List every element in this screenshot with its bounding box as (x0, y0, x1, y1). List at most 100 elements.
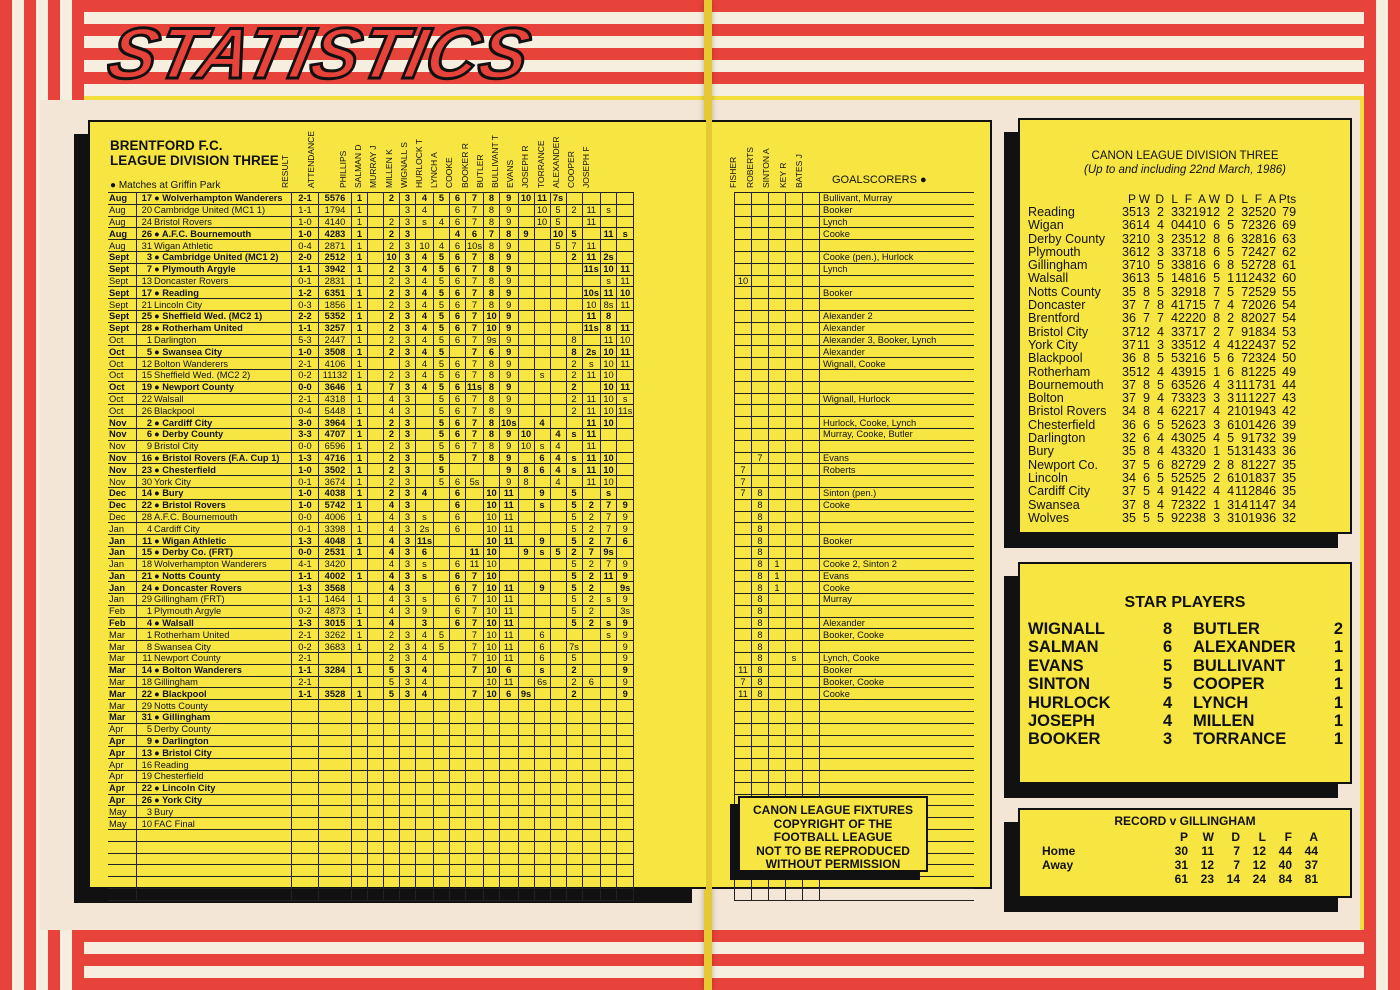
table-row: Sept 25 ● Sheffield Wed. (MC2 1) 2-2 5352 1 2 3… (108, 309, 635, 323)
league-value: 14 (1234, 497, 1249, 512)
player-cell (517, 817, 535, 831)
top-stripes (0, 0, 1400, 96)
match-month: Sept (108, 309, 137, 323)
table-row-right: 8 s Lynch, Cooke (734, 652, 974, 665)
player-cell (565, 262, 583, 276)
result (291, 781, 319, 795)
league-value: 4 (1157, 484, 1165, 499)
opponent: Chesterfield (153, 770, 292, 783)
table-row-right (734, 746, 974, 760)
player-cell (751, 699, 769, 713)
league-value: 8 (1213, 311, 1221, 326)
star-goals: 5 (1163, 656, 1173, 675)
player-cell (751, 239, 769, 252)
player-cell (785, 250, 803, 264)
player-cell (449, 663, 466, 677)
player-cell (751, 404, 769, 418)
player-cell: 3 (399, 593, 416, 606)
player-cell: 5 (433, 475, 450, 488)
league-value: 34 (1122, 470, 1137, 485)
league-value: 3 (1171, 337, 1179, 352)
player-cell: 8 (483, 380, 500, 394)
goalscorers (819, 640, 974, 654)
league-table: P W D L F A W D L F A Pts Reading 35 13 2 3 32 19 12 2 3 25 20 7… (1028, 192, 1296, 525)
league-value: 14 (1178, 484, 1193, 499)
player-cell (565, 817, 583, 831)
opponent: Bristol City (153, 439, 292, 453)
player-cell: 9 (499, 298, 519, 311)
team-name: Swansea (1028, 497, 1080, 512)
star-name: SINTON (1028, 675, 1091, 694)
league-value: 44 (1178, 218, 1193, 233)
league-value: 37 (1178, 244, 1193, 259)
player-cell (449, 545, 466, 559)
empty-cell (136, 876, 153, 890)
player-cell: 10 (600, 404, 618, 418)
player-cell (581, 687, 602, 701)
match-month: Jan (108, 557, 137, 571)
empty-cell (449, 888, 466, 901)
player-cell: 11 (616, 321, 635, 335)
opponent: Bristol Rovers (153, 215, 292, 229)
player-cell: 3 (399, 357, 416, 370)
player-cell (768, 687, 786, 701)
league-row: York City 37 11 3 3 35 12 4 4 12 24 37 52 (1028, 337, 1296, 352)
player-cell: 11 (616, 357, 635, 370)
table-row-right: 11 8 Cooke (734, 687, 974, 701)
league-value: 5 (1157, 470, 1165, 485)
league-value: 9 (1241, 324, 1249, 339)
player-cell: 10 (600, 345, 618, 359)
player-cell (415, 746, 434, 760)
player-cell: s (533, 663, 551, 677)
player-cell (367, 640, 384, 654)
player-cell: 3 (399, 368, 416, 382)
player-cell (433, 593, 450, 606)
player-cell (367, 463, 384, 477)
player-cell: 11 (581, 404, 602, 418)
player-cell: 11 (616, 274, 635, 288)
match-day: 18 (136, 675, 153, 689)
opponent: Reading (153, 758, 292, 772)
player-cell: 4 (415, 203, 434, 217)
opponent: Wolverhampton Wanderers (153, 557, 292, 571)
page-title: STATISTICS (100, 13, 539, 96)
table-row-right: Bullivant, Murray (734, 192, 974, 205)
player-cell (751, 321, 769, 335)
player-cell: 1 (351, 345, 368, 359)
empty-cell (517, 852, 535, 866)
star-name: JOSEPH (1028, 712, 1095, 731)
player-cell (751, 722, 769, 736)
player-cell: 5 (565, 652, 583, 665)
player-cell (785, 593, 803, 606)
table-row: May 3 Bury (108, 805, 635, 819)
player-cell (351, 581, 368, 595)
player-cell (802, 581, 820, 595)
player-cell: 5 (565, 486, 583, 500)
empty-cell (318, 876, 352, 890)
empty-cell (819, 888, 974, 901)
player-cell (533, 734, 551, 748)
record-header: D (1231, 830, 1240, 844)
empty-cell (415, 876, 434, 890)
league-value: 4 (1213, 404, 1221, 419)
empty-cell (517, 888, 535, 901)
player-cell (734, 616, 752, 630)
player-cell: 5 (433, 250, 450, 264)
league-value: 16 (1262, 231, 1277, 246)
match-month: Aug (108, 239, 137, 252)
player-cell (433, 675, 450, 689)
player-cell: s (581, 357, 602, 370)
player-cell: 10 (483, 616, 500, 630)
result (291, 758, 319, 772)
table-row: Mar 18 Gillingham 2-1 5 3 4 10 11 6s 2 6 9 (108, 675, 635, 689)
player-cell: 8s (600, 298, 618, 311)
league-value: 25 (1248, 205, 1263, 219)
league-value: 24 (1248, 271, 1263, 286)
player-cell (549, 793, 567, 807)
empty-cell (318, 840, 352, 854)
player-cell: 6 (449, 215, 466, 229)
opponent: Bolton Wanderers (153, 357, 292, 370)
player-cell: 2 (383, 333, 400, 347)
player-cell (549, 734, 567, 748)
attendance (318, 781, 352, 795)
